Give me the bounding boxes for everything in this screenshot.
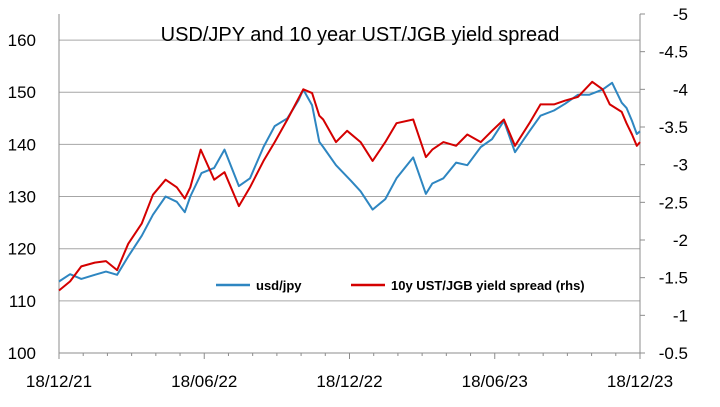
legend-label-usdjpy: usd/jpy bbox=[256, 278, 302, 293]
y-left-tick-label: 160 bbox=[8, 31, 36, 50]
x-tick-label: 18/12/21 bbox=[26, 372, 92, 391]
y-left-tick-label: 110 bbox=[9, 292, 36, 311]
y-right-tick-label: -0.5 bbox=[659, 344, 688, 363]
y-right-tick-label: -3.5 bbox=[659, 118, 688, 137]
y-right-tick-label: -1 bbox=[673, 306, 688, 325]
legend: usd/jpy 10y UST/JGB yield spread (rhs) bbox=[216, 278, 585, 293]
series-line-yield-spread bbox=[58, 80, 641, 292]
x-tick-label: 18/06/23 bbox=[462, 372, 528, 391]
y-left-tick-label: 150 bbox=[8, 83, 36, 102]
series-line-usdjpy bbox=[58, 81, 641, 283]
y-right-tick-label: -4 bbox=[673, 80, 688, 99]
y-right-tick-label: -5 bbox=[673, 5, 688, 24]
y-left-tick-label: 130 bbox=[8, 188, 36, 207]
gridlines bbox=[59, 39, 640, 302]
y-right-tick-label: -4.5 bbox=[659, 43, 688, 62]
x-tick-label: 18/06/22 bbox=[171, 372, 237, 391]
x-tick-label: 18/12/22 bbox=[316, 372, 382, 391]
y-left-tick-label: 140 bbox=[8, 135, 36, 154]
series-lines bbox=[58, 80, 641, 292]
y-right-tick-label: -1.5 bbox=[659, 269, 688, 288]
y-right-tick-label: -2 bbox=[673, 231, 688, 250]
y-right-tick-label: -2.5 bbox=[659, 193, 688, 212]
legend-label-yield-spread: 10y UST/JGB yield spread (rhs) bbox=[391, 278, 585, 293]
x-tick-label: 18/12/23 bbox=[607, 372, 673, 391]
chart-title: USD/JPY and 10 year UST/JGB yield spread bbox=[161, 24, 560, 46]
y-right-tick-label: -3 bbox=[673, 156, 688, 175]
tick-labels: 100 110 120 130 140 150 160 -0.5 -1 -1.5 -2 -2.5 -3 -… bbox=[8, 5, 688, 391]
y-left-tick-label: 100 bbox=[8, 344, 36, 363]
axes bbox=[58, 13, 645, 359]
y-left-tick-label: 120 bbox=[8, 240, 36, 259]
